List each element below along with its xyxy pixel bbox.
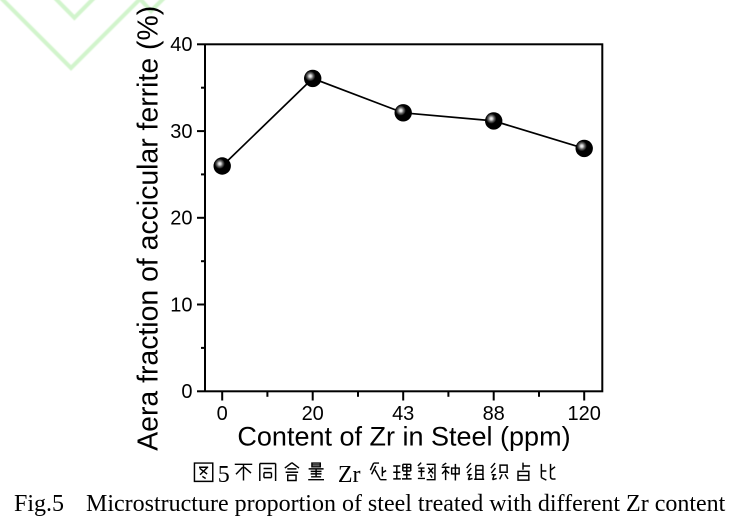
- svg-text:0: 0: [181, 381, 192, 403]
- svg-text:5: 5: [218, 462, 230, 488]
- svg-text:Aera fraction of accicular fer: Aera fraction of accicular ferrite (%): [132, 6, 164, 451]
- svg-text:43: 43: [392, 403, 414, 425]
- svg-text:120: 120: [568, 403, 601, 425]
- svg-text:10: 10: [170, 294, 192, 316]
- svg-text:40: 40: [170, 34, 192, 56]
- svg-text:20: 20: [170, 208, 192, 230]
- svg-text:88: 88: [483, 403, 505, 425]
- svg-text:30: 30: [170, 121, 192, 143]
- svg-text:0: 0: [217, 403, 228, 425]
- svg-text:Content of Zr in Steel (ppm): Content of Zr in Steel (ppm): [237, 422, 570, 452]
- svg-text:Microstructure proportion of s: Microstructure proportion of steel treat…: [86, 491, 726, 517]
- svg-text:Zr: Zr: [338, 462, 361, 488]
- svg-text:Fig.5: Fig.5: [14, 491, 64, 517]
- svg-text:20: 20: [302, 403, 324, 425]
